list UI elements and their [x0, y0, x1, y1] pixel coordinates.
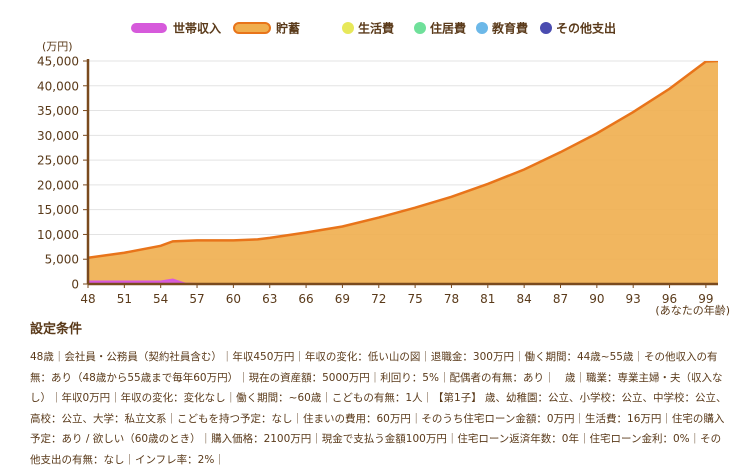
x-tick-label: 81	[480, 292, 495, 306]
y-tick-label: 0	[71, 278, 79, 292]
savings-chart: 世帯収入 貯蓄 生活費 住居費 教育費 その他支出 (万円) 0 5,000 10,000 15…	[37, 21, 730, 318]
x-tick-label: 99	[698, 292, 713, 306]
y-tick-label: 10,000	[37, 228, 79, 242]
series-line	[88, 278, 718, 284]
x-tick-label: 96	[662, 292, 677, 306]
x-tick-label: 72	[371, 292, 386, 306]
chart-legend: 世帯収入 貯蓄 生活費 住居費 教育費 その他支出	[131, 21, 616, 36]
legend-marker	[540, 22, 552, 34]
x-tick-label: 54	[153, 292, 168, 306]
series-line	[88, 61, 718, 259]
x-tick-label: 90	[589, 292, 604, 306]
x-tick-label: 93	[626, 292, 641, 306]
x-tick-label: 48	[80, 292, 95, 306]
x-tick-label: 60	[226, 292, 241, 306]
legend-marker	[414, 22, 426, 34]
conditions-title: 設定条件	[30, 322, 83, 337]
y-tick-label: 45,000	[37, 55, 79, 69]
y-tick-label: 25,000	[37, 154, 79, 168]
y-tick-label: 30,000	[37, 129, 79, 143]
y-tick-label: 5,000	[45, 253, 79, 267]
x-tick-label: 84	[517, 292, 532, 306]
x-tick-label: 69	[335, 292, 350, 306]
y-tick-label: 20,000	[37, 178, 79, 192]
conditions-panel: 設定条件 48歳｜会社員・公務員（契約社員含む）｜年収450万円｜年収の変化：低…	[30, 318, 730, 470]
y-tick-label: 40,000	[37, 79, 79, 93]
legend-marker	[131, 23, 167, 33]
legend-label: 世帯収入	[173, 21, 221, 36]
y-tick-label: 15,000	[37, 203, 79, 217]
series-area	[88, 61, 718, 284]
x-axis-ticks: 48 51 54 57 60 63 66 69 72 75 78 81 84 87 90 93 96 99	[80, 284, 714, 306]
x-tick-label: 57	[189, 292, 204, 306]
legend-marker	[476, 22, 488, 34]
x-tick-label: 63	[262, 292, 277, 306]
y-tick-label: 35,000	[37, 104, 79, 118]
x-axis-note: (あなたの年齢)	[655, 303, 730, 317]
x-tick-label: 87	[553, 292, 568, 306]
legend-label: 貯蓄	[276, 21, 300, 36]
conditions-text: 48歳｜会社員・公務員（契約社員含む）｜年収450万円｜年収の変化：低い山の図｜…	[30, 351, 727, 466]
y-axis-ticks: 0 5,000 10,000 15,000 20,000 25,000 30,000 35,0…	[37, 55, 88, 292]
gridlines	[88, 60, 718, 260]
x-tick-label: 78	[444, 292, 459, 306]
legend-marker	[342, 22, 354, 34]
y-unit-label: (万円)	[42, 40, 73, 53]
legend-label: 生活費	[358, 21, 394, 36]
legend-label: 教育費	[491, 21, 528, 36]
x-tick-label: 51	[117, 292, 132, 306]
legend-label: 住居費	[430, 21, 466, 36]
legend-label: その他支出	[556, 21, 616, 36]
legend-marker	[233, 22, 271, 34]
x-tick-label: 75	[407, 292, 422, 306]
x-tick-label: 66	[298, 292, 313, 306]
series-areas	[88, 61, 718, 284]
